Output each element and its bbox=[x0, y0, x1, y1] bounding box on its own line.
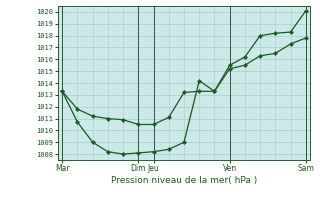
X-axis label: Pression niveau de la mer( hPa ): Pression niveau de la mer( hPa ) bbox=[111, 176, 257, 185]
